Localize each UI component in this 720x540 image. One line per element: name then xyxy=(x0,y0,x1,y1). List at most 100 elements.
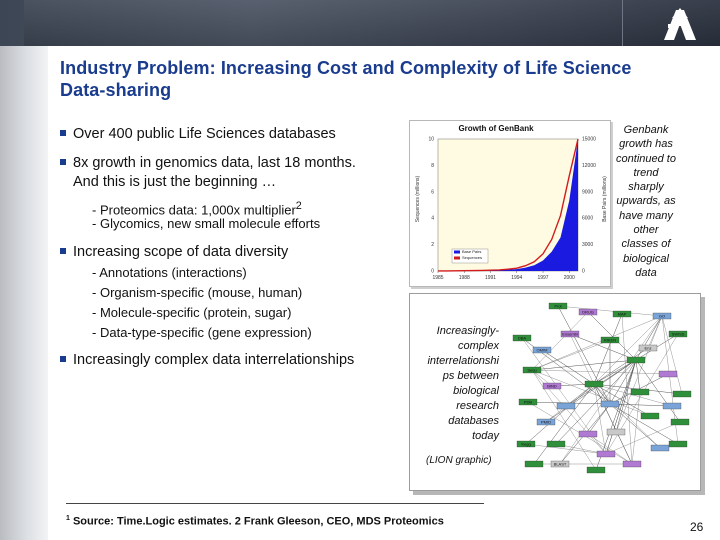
y2-tick-label: 9000 xyxy=(582,189,593,195)
bullet-text: Glycomics, new small molecule efforts xyxy=(99,216,321,231)
network-node xyxy=(532,346,552,354)
network-node xyxy=(626,356,646,364)
network-edge xyxy=(609,403,679,445)
network-edge xyxy=(531,311,589,371)
network-node xyxy=(668,330,688,338)
caption-line: continued to xyxy=(616,152,676,165)
dash: - xyxy=(92,265,97,280)
network-node xyxy=(546,440,566,448)
network-edge xyxy=(631,391,641,465)
dash: - xyxy=(92,305,97,320)
genbank-chart-panel: Growth of GenBank Sequences (millions) B… xyxy=(409,120,611,287)
network-node xyxy=(670,418,690,426)
network-node xyxy=(606,428,626,436)
top-band-shade xyxy=(24,0,720,46)
bullet-text: And this is just the beginning … xyxy=(73,174,277,190)
network-edge xyxy=(557,305,663,317)
caption-line: research xyxy=(456,400,499,412)
network-edge xyxy=(605,421,681,455)
y2-tick-label: 3000 xyxy=(582,242,593,248)
bullet-text: Molecule-specific (protein, sugar) xyxy=(99,305,292,320)
slide-title: Industry Problem: Increasing Cost and Co… xyxy=(60,58,632,100)
network-node-label: Ensembl xyxy=(562,332,578,337)
bullet-text: Annotations (interactions) xyxy=(99,265,247,280)
network-edge xyxy=(525,443,607,455)
y2-axis-label: Base Pairs (millions) xyxy=(602,176,608,222)
genbank-chart: Growth of GenBank Sequences (millions) B… xyxy=(415,124,608,281)
footnote-text: Source: Time.Logic estimates. 2 Frank Gl… xyxy=(72,515,444,528)
network-node xyxy=(512,334,532,342)
network-edge xyxy=(661,315,683,395)
network-edge xyxy=(559,315,663,465)
network-edge xyxy=(565,383,595,407)
left-decoration-band xyxy=(0,0,48,540)
network-node-label: GO xyxy=(659,314,665,319)
network-node xyxy=(612,310,632,318)
network-node xyxy=(650,444,670,452)
network-edge xyxy=(587,403,611,435)
network-node xyxy=(630,388,650,396)
caption-line: upwards, as xyxy=(616,195,676,208)
x-tick-label: 1985 xyxy=(432,275,443,281)
bullet-text: Increasingly complex data interrelations… xyxy=(73,352,355,368)
network-edge xyxy=(609,403,661,449)
network-edge xyxy=(531,369,651,417)
network-node xyxy=(600,400,620,408)
network-node-label: Prot xyxy=(554,304,562,309)
y-tick-label: 4 xyxy=(431,216,434,222)
sub-bullet-datatype: - Data-type-specific (gene expression) xyxy=(92,325,312,341)
network-node xyxy=(548,302,568,310)
network-node xyxy=(586,466,606,474)
network-edge xyxy=(615,315,663,433)
network-node xyxy=(600,336,620,344)
network-node-label: BIND xyxy=(547,384,557,389)
caption-line: today xyxy=(472,430,499,442)
network-nodes: Prot DRUG MAP GO SWISS Enz RIKEN Ensembl OMIM DBA… xyxy=(512,302,692,474)
series-sequences-line xyxy=(437,138,579,272)
y-tick-label: 8 xyxy=(431,163,434,169)
network-edge xyxy=(593,383,651,417)
network-node xyxy=(652,312,672,320)
caption-line: classes of xyxy=(621,238,671,251)
page-number: 26 xyxy=(690,520,704,534)
chart-title: Growth of GenBank xyxy=(458,124,534,133)
y-axis-label: Sequences (millions) xyxy=(415,175,421,222)
genbank-caption: Genbank growth has continued to trend sh… xyxy=(606,123,686,280)
y-tick-label: 10 xyxy=(428,137,434,143)
network-node-label: SWISS xyxy=(672,332,685,337)
network-graphic: Prot DRUG MAP GO SWISS Enz RIKEN Ensembl OMIM DBA… xyxy=(512,302,692,474)
bullet-square-icon xyxy=(60,248,66,254)
network-edge xyxy=(531,359,637,371)
network-edge xyxy=(531,315,663,371)
bullet-genomics-growth: 8x growth in genomics data, last 18 mont… xyxy=(60,154,356,172)
caption-line: biological xyxy=(623,252,669,265)
network-node xyxy=(550,460,570,468)
network-node-label: PMID xyxy=(541,420,551,425)
lion-graphic-credit: (LION graphic) xyxy=(426,455,492,466)
network-node-label: OMIM xyxy=(537,348,548,353)
network-node xyxy=(662,402,682,410)
network-node xyxy=(522,366,542,374)
network-edge xyxy=(531,369,669,375)
network-node xyxy=(556,402,576,410)
network-edge xyxy=(605,359,637,455)
sub-bullet-proteomics: - Proteomics data: 1,000x multiplier2 xyxy=(92,198,302,218)
network-node xyxy=(536,418,556,426)
caption-line: sharply xyxy=(628,181,664,194)
bullet-text: Proteomics data: 1,000x multiplier xyxy=(99,202,296,218)
network-node-label: DBA xyxy=(518,336,527,341)
network-edge xyxy=(587,311,637,361)
network-node-label: Enz xyxy=(645,346,652,351)
network-edge xyxy=(557,305,611,405)
caption-line: other xyxy=(633,224,659,237)
network-node xyxy=(578,430,598,438)
caption-line: Increasingly- xyxy=(436,325,499,337)
network-caption: Increasingly- complex interrelationshi p… xyxy=(409,324,499,444)
superscript: 2 xyxy=(295,200,302,212)
caption-line: data xyxy=(635,266,657,279)
caption-line: have many xyxy=(619,209,673,222)
bullet-data-diversity: Increasing scope of data diversity xyxy=(60,243,288,261)
network-edge xyxy=(587,433,633,465)
caption-line: complex xyxy=(458,340,499,352)
x-tick-label: 1988 xyxy=(459,275,470,281)
